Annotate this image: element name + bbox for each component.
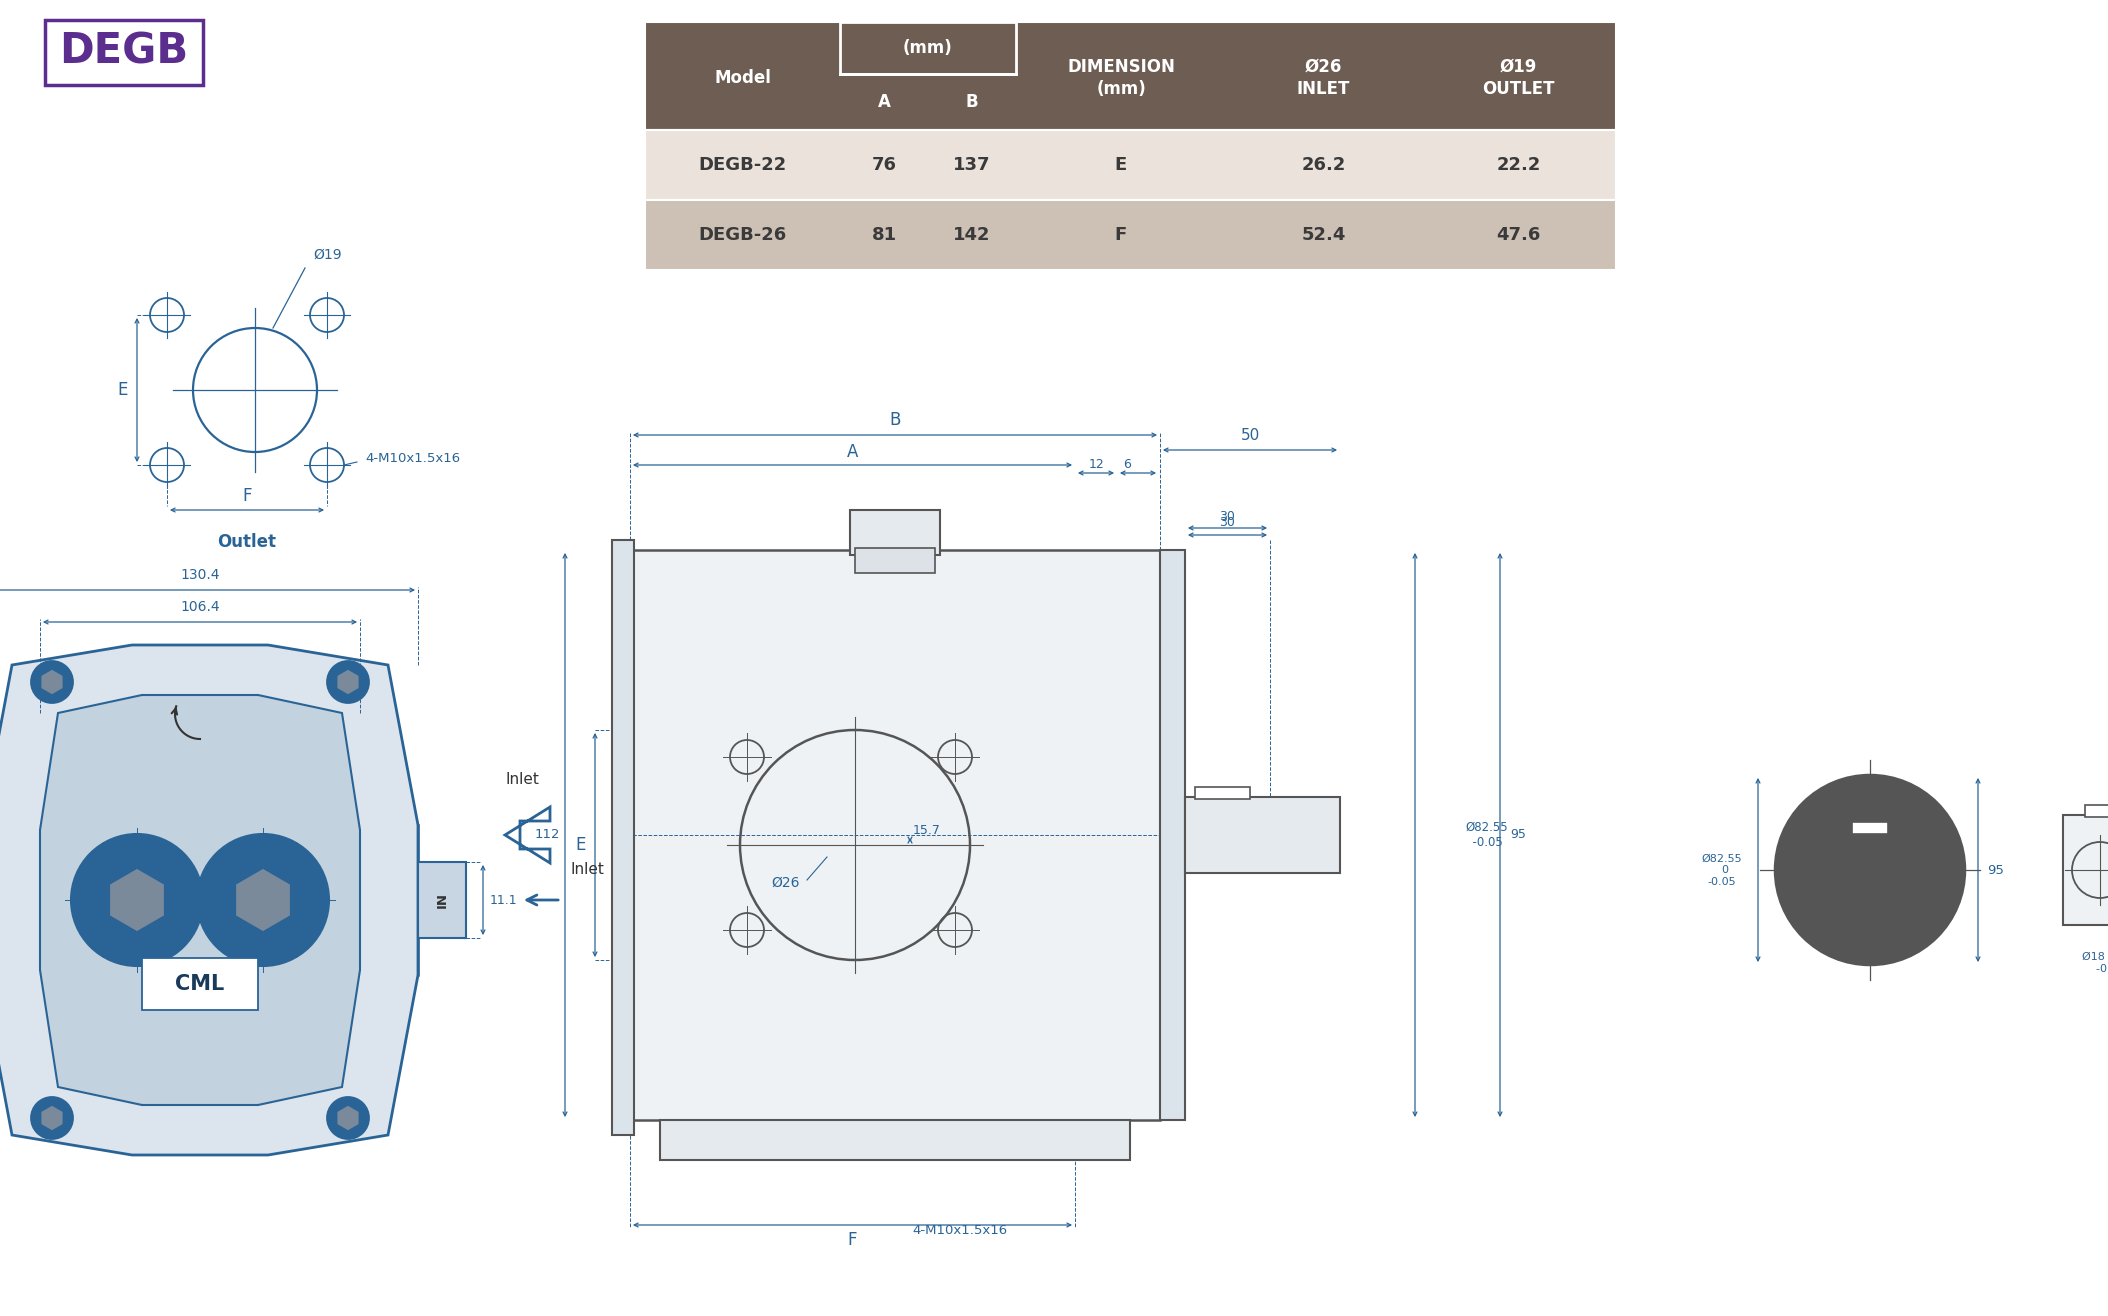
Text: E: E [575,836,586,854]
Text: A: A [877,93,890,111]
Polygon shape [417,862,466,938]
Polygon shape [40,669,63,695]
Bar [856,547,936,572]
Text: F: F [847,1230,858,1249]
Bar [1159,550,1185,1120]
Polygon shape [236,869,291,932]
Bar [839,22,1016,74]
Text: 12: 12 [1090,458,1105,471]
Polygon shape [506,807,550,863]
Bar [630,550,1159,1120]
Text: Ø26
INLET: Ø26 INLET [1296,58,1351,99]
Text: E: E [118,382,129,399]
Text: DIMENSION
(mm): DIMENSION (mm) [1067,58,1174,99]
Text: 142: 142 [953,226,991,243]
Circle shape [32,661,74,703]
Text: 112: 112 [533,829,561,841]
Text: E: E [1115,157,1128,174]
Text: 15.7: 15.7 [913,824,940,837]
Circle shape [72,834,202,966]
Bar [2064,815,2108,925]
Text: F: F [1115,226,1128,243]
Text: (mm): (mm) [902,39,953,57]
Text: DEGB-22: DEGB-22 [698,157,786,174]
Text: 6: 6 [1124,458,1130,471]
Text: Outlet: Outlet [217,533,276,551]
Text: Ø82.55
  0
-0.05: Ø82.55 0 -0.05 [1701,853,1743,887]
Circle shape [196,834,329,966]
Text: Ø82.55
  -0.05: Ø82.55 -0.05 [1465,821,1507,849]
Bar [645,130,1617,200]
Text: 106.4: 106.4 [179,600,219,615]
Bar [645,22,1617,130]
Bar [850,511,940,555]
Polygon shape [40,1105,63,1130]
Bar [660,1120,1130,1159]
Text: Model: Model [715,68,772,87]
Text: IN: IN [436,892,449,908]
Text: 95: 95 [1509,829,1526,841]
Bar [1185,797,1341,873]
Polygon shape [337,1105,358,1130]
Bar [141,958,257,1009]
Text: Ø18  0
      -0.02: Ø18 0 -0.02 [2074,953,2108,974]
Circle shape [1775,775,1965,965]
Text: 81: 81 [871,226,896,243]
Text: Inlet: Inlet [571,862,605,878]
Text: 30: 30 [1221,516,1235,529]
Text: Ø19: Ø19 [312,247,341,262]
Text: 4-M10x1.5x16: 4-M10x1.5x16 [913,1224,1008,1237]
Polygon shape [40,695,360,1105]
Text: B: B [965,93,978,111]
Bar [2085,805,2108,817]
Circle shape [327,1098,369,1140]
Text: 4-M10x1.5x16: 4-M10x1.5x16 [365,453,460,466]
Circle shape [32,1098,74,1140]
Text: Inlet: Inlet [506,772,540,787]
Text: 22.2: 22.2 [1497,157,1541,174]
Polygon shape [337,669,358,695]
Bar [611,540,635,1134]
Bar [44,20,202,86]
Text: F: F [242,487,251,505]
Polygon shape [0,645,417,1155]
Text: 47.6: 47.6 [1497,226,1541,243]
Text: DEGB: DEGB [59,32,188,72]
Circle shape [327,661,369,703]
Bar [645,200,1617,270]
Text: DEGB-26: DEGB-26 [698,226,786,243]
Text: CML: CML [175,974,226,994]
Polygon shape [110,869,164,932]
Text: A: A [847,443,858,461]
Bar [1195,787,1250,799]
Text: 11.1: 11.1 [489,894,516,907]
Text: 30: 30 [1221,509,1235,522]
Text: 137: 137 [953,157,991,174]
Text: 95: 95 [1988,863,2005,876]
Bar [1853,822,1889,834]
Text: 50: 50 [1240,428,1261,442]
Text: 52.4: 52.4 [1301,226,1345,243]
Text: 76: 76 [871,157,896,174]
Text: Ø19
OUTLET: Ø19 OUTLET [1482,58,1556,99]
Text: Ø26: Ø26 [772,876,801,890]
Text: 130.4: 130.4 [181,569,219,582]
Text: 26.2: 26.2 [1301,157,1345,174]
Text: B: B [890,411,900,429]
